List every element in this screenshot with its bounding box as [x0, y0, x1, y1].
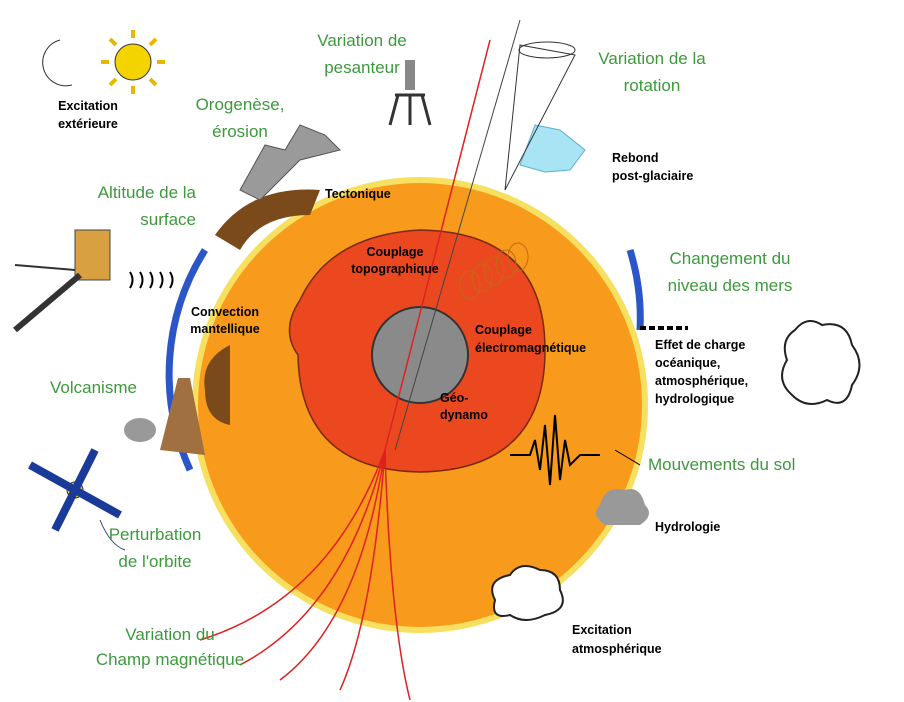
rain-cloud — [596, 489, 649, 525]
label: extérieure — [58, 117, 118, 131]
label: érosion — [212, 122, 268, 141]
sun-rays — [101, 30, 165, 94]
smoke — [124, 418, 156, 442]
rotation-cone — [504, 44, 576, 191]
label: océanique, — [655, 356, 720, 370]
label: Couplage — [367, 245, 424, 259]
tripod — [388, 93, 432, 126]
coil — [459, 242, 529, 300]
label: hydrologique — [655, 392, 734, 406]
label: Champ magnétique — [96, 650, 244, 669]
label: Rebond — [612, 151, 659, 165]
label: atmosphérique, — [655, 374, 748, 388]
mountains — [239, 124, 341, 201]
label: dynamo — [440, 408, 488, 422]
label: Convection — [191, 305, 259, 319]
label: Couplage — [475, 323, 532, 337]
label: post-glaciaire — [612, 169, 693, 183]
label: Changement du — [670, 249, 791, 268]
label: surface — [140, 210, 196, 229]
sun — [114, 43, 152, 81]
label: Excitation — [58, 99, 118, 113]
glacier — [519, 124, 586, 173]
label: Variation du — [125, 625, 214, 644]
gravimeter — [405, 60, 415, 90]
label: Orogenèse, — [196, 95, 285, 114]
label: électromagnétique — [475, 341, 586, 355]
label: Effet de charge — [655, 338, 745, 352]
label: topographique — [351, 262, 439, 276]
field-lines — [199, 39, 491, 701]
label: rotation — [624, 76, 681, 95]
satellite-orbit — [28, 448, 126, 551]
label: Volcanisme — [50, 378, 137, 397]
label: Géo- — [440, 391, 468, 405]
label: niveau des mers — [668, 276, 793, 295]
label: Variation de la — [598, 49, 706, 68]
rotation-axis — [394, 19, 521, 451]
label: Excitation — [572, 623, 632, 637]
label: Altitude de la — [98, 183, 197, 202]
volcano-chamber — [204, 345, 230, 425]
volcano — [160, 378, 205, 455]
label: atmosphérique — [572, 642, 662, 656]
label: Mouvements du sol — [648, 455, 795, 474]
satellite-altimeter — [13, 229, 174, 333]
atmosphere-right — [626, 248, 644, 331]
label: de l'orbite — [118, 552, 191, 571]
cloud-loading — [781, 320, 861, 405]
arrow — [614, 449, 641, 466]
label: Variation de — [317, 31, 406, 50]
label: Tectonique — [325, 187, 391, 201]
label: Hydrologie — [655, 520, 720, 534]
label: pesanteur — [324, 58, 400, 77]
moon — [42, 39, 73, 87]
cloud-atmo — [491, 565, 564, 621]
label: Perturbation — [109, 525, 202, 544]
seismogram — [510, 414, 600, 486]
tectonic-plate — [215, 189, 320, 250]
rotation-ellipse — [518, 41, 576, 59]
label: mantellique — [190, 322, 260, 336]
inner-core — [371, 306, 469, 404]
